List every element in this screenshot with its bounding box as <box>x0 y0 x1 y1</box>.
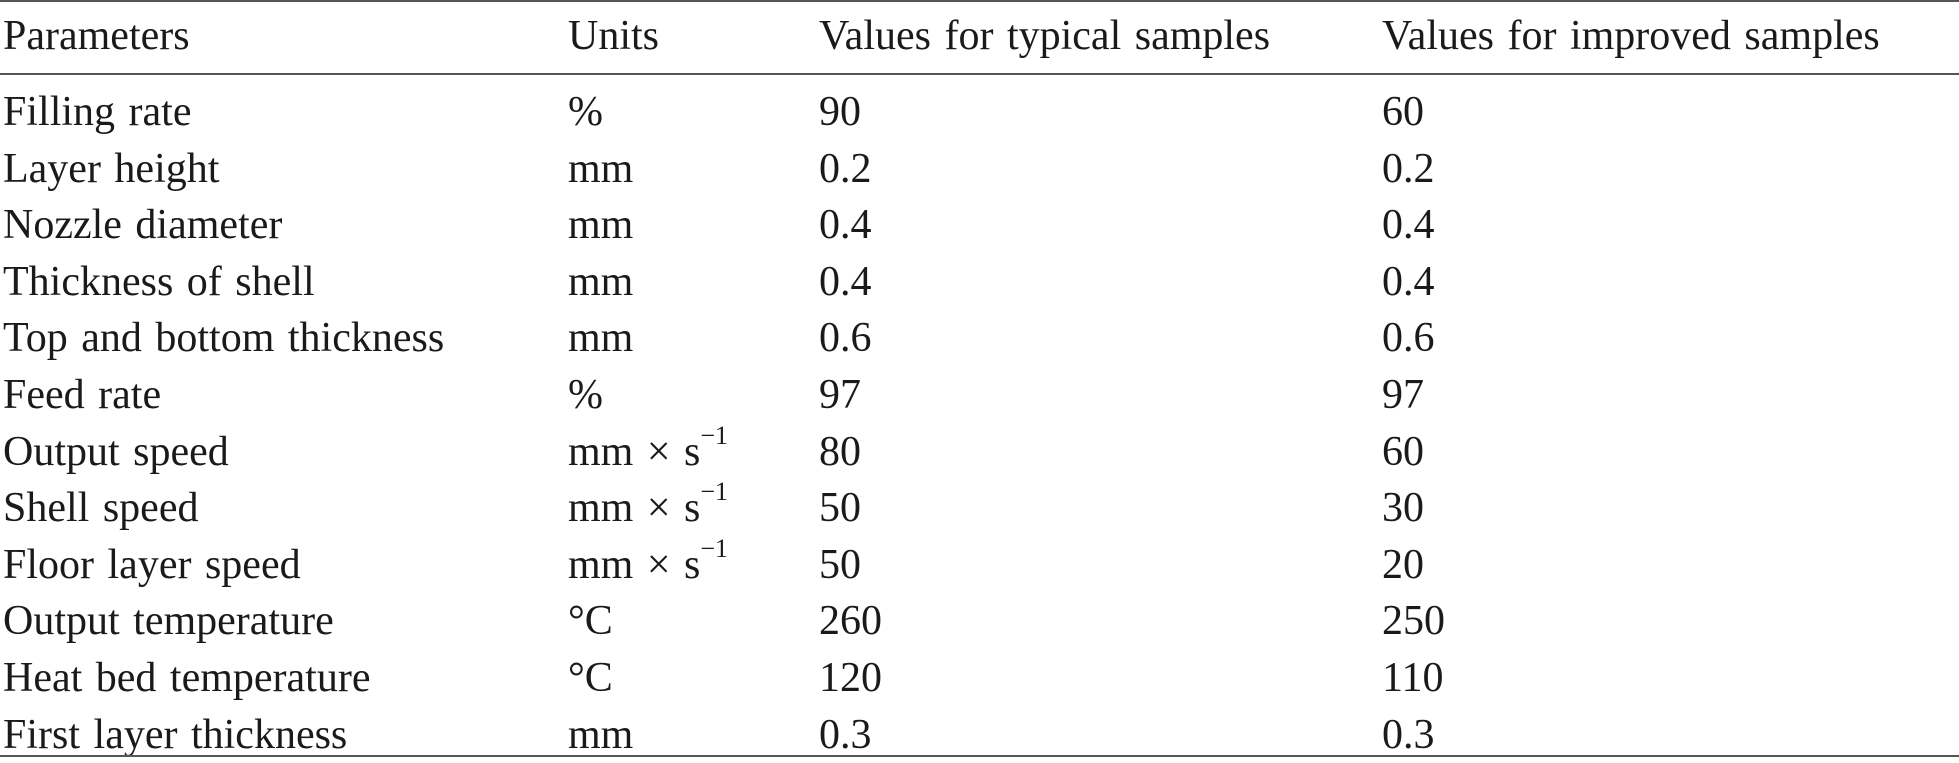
header-units: Units <box>568 13 660 59</box>
cell-improved-value: 0.2 <box>1382 145 1435 192</box>
cell-typical-value: 0.4 <box>819 202 872 249</box>
table-row: Top and bottom thickness mm 0.6 0.6 <box>0 310 1959 366</box>
table-row: Layer height mm 0.2 0.2 <box>0 141 1959 197</box>
cell-improved-value: 0.6 <box>1382 315 1435 362</box>
unit-text: % <box>568 89 603 135</box>
unit-text: mm × s <box>568 428 701 475</box>
cell-unit: °C <box>568 650 613 706</box>
header-rule <box>0 73 1959 75</box>
cell-parameter: Nozzle diameter <box>3 202 283 249</box>
cell-improved-value: 0.4 <box>1382 202 1435 249</box>
unit-text: °C <box>568 598 613 645</box>
unit-exponent: −1 <box>700 533 729 563</box>
table-row: Floor layer speed mm × s−1 50 20 <box>0 533 1959 593</box>
cell-unit: mm <box>568 197 633 253</box>
cell-unit: % <box>568 84 603 140</box>
table-row: First layer thickness mm 0.3 0.3 <box>0 707 1959 763</box>
cell-improved-value: 250 <box>1382 598 1445 645</box>
unit-text: mm <box>568 258 634 305</box>
unit-text: mm × s <box>568 485 701 532</box>
cell-unit: % <box>568 367 603 423</box>
cell-parameter: Floor layer speed <box>3 541 301 588</box>
cell-improved-value: 97 <box>1382 372 1424 418</box>
table-row: Shell speed mm × s−1 50 30 <box>0 477 1959 536</box>
cell-typical-value: 90 <box>819 89 861 135</box>
header-typical-values: Values for typical samples <box>819 13 1271 59</box>
cell-improved-value: 60 <box>1382 89 1424 135</box>
cell-unit: mm <box>568 707 633 763</box>
cell-parameter: Feed rate <box>3 372 162 418</box>
cell-unit: mm <box>568 310 633 366</box>
unit-text: mm <box>568 711 634 758</box>
header-improved-values: Values for improved samples <box>1382 13 1880 59</box>
cell-unit: mm <box>568 254 633 310</box>
unit-text: mm <box>568 315 634 362</box>
table-row: Feed rate% 97 97 <box>0 367 1959 423</box>
table-row: Output speed mm × s−1 80 60 <box>0 420 1959 480</box>
table-row: Heat bed temperature °C 120 110 <box>0 650 1959 706</box>
top-rule <box>0 0 1959 2</box>
header-parameters: Parameters <box>3 13 190 59</box>
bottom-rule <box>0 755 1959 757</box>
cell-improved-value: 30 <box>1382 485 1424 532</box>
cell-parameter: Filling rate <box>3 89 192 135</box>
cell-unit: °C <box>568 593 613 649</box>
table-row: Filling rate% 90 60 <box>0 84 1959 140</box>
cell-parameter: Shell speed <box>3 485 199 532</box>
cell-typical-value: 0.3 <box>819 711 872 758</box>
cell-typical-value: 0.6 <box>819 315 872 362</box>
cell-parameter: Output speed <box>3 428 229 475</box>
cell-typical-value: 80 <box>819 428 861 475</box>
cell-typical-value: 0.2 <box>819 145 872 192</box>
cell-unit: mm × s−1 <box>568 420 729 480</box>
table-row: Thickness of shell mm 0.4 0.4 <box>0 254 1959 310</box>
cell-typical-value: 0.4 <box>819 258 872 305</box>
cell-improved-value: 0.4 <box>1382 258 1435 305</box>
cell-typical-value: 260 <box>819 598 882 645</box>
unit-text: °C <box>568 655 613 701</box>
unit-text: mm × s <box>568 541 701 588</box>
cell-parameter: Heat bed temperature <box>3 655 371 701</box>
unit-text: mm <box>568 202 634 249</box>
cell-typical-value: 50 <box>819 485 861 532</box>
unit-exponent: −1 <box>700 420 729 450</box>
unit-exponent: −1 <box>700 477 729 507</box>
table-header-row: Parameters Units Values for typical samp… <box>0 8 1959 64</box>
table-row: Nozzle diameter mm 0.4 0.4 <box>0 197 1959 253</box>
table-row: Output temperature °C 260 250 <box>0 593 1959 649</box>
cell-parameter: Top and bottom thickness <box>3 315 445 362</box>
cell-parameter: Output temperature <box>3 598 334 645</box>
unit-text: mm <box>568 145 634 192</box>
cell-parameter: Thickness of shell <box>3 258 315 305</box>
cell-improved-value: 20 <box>1382 541 1424 588</box>
cell-improved-value: 60 <box>1382 428 1424 475</box>
cell-improved-value: 110 <box>1382 655 1444 701</box>
cell-typical-value: 120 <box>819 655 882 701</box>
cell-improved-value: 0.3 <box>1382 711 1435 758</box>
cell-typical-value: 50 <box>819 541 861 588</box>
cell-parameter: First layer thickness <box>3 711 348 758</box>
cell-parameter: Layer height <box>3 145 220 192</box>
cell-unit: mm × s−1 <box>568 477 729 536</box>
cell-unit: mm <box>568 141 633 197</box>
cell-unit: mm × s−1 <box>568 533 729 593</box>
unit-text: % <box>568 372 603 418</box>
cell-typical-value: 97 <box>819 372 861 418</box>
